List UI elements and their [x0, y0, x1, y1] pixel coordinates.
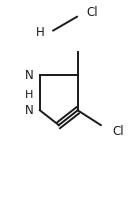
Text: N: N — [25, 69, 34, 82]
Text: Cl: Cl — [87, 6, 98, 19]
Text: N: N — [25, 104, 34, 117]
Text: H: H — [36, 26, 45, 39]
Text: H: H — [25, 90, 34, 99]
Text: Cl: Cl — [112, 125, 124, 138]
